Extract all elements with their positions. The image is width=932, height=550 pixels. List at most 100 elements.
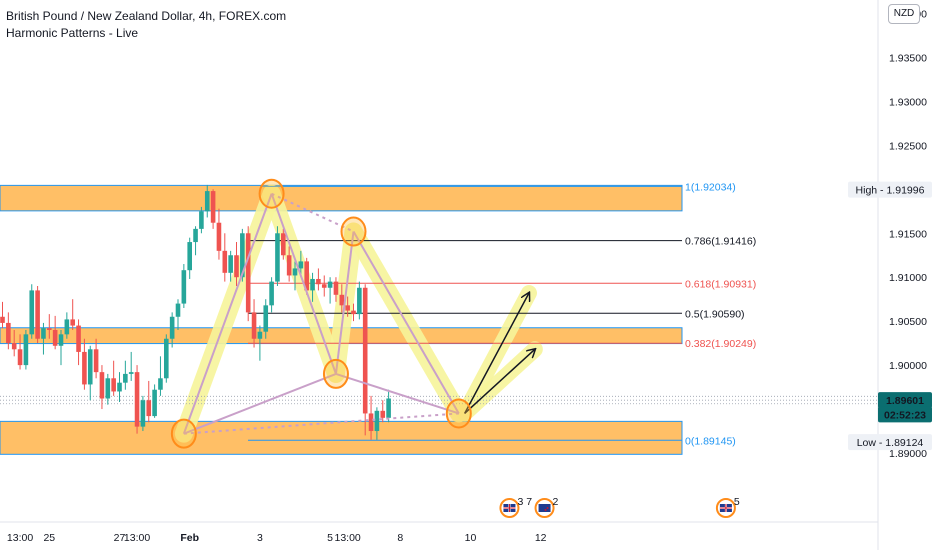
fib-level-label: 0.382(1.90249) xyxy=(685,338,756,350)
candle-body xyxy=(321,284,327,288)
candle-body xyxy=(251,312,257,339)
pattern-leg xyxy=(270,193,337,375)
candle-body xyxy=(316,278,321,285)
price-badge-bg xyxy=(878,406,932,423)
pattern-leg xyxy=(182,193,273,435)
symbol-title: British Pound / New Zealand Dollar, 4h, … xyxy=(6,9,287,23)
price-tick-label: 1.91000 xyxy=(889,272,927,284)
candle-body xyxy=(240,233,245,278)
candle-body xyxy=(105,378,111,399)
candles xyxy=(0,184,391,440)
candle-body xyxy=(158,378,163,390)
fib-level-label: 1(1.92034) xyxy=(685,181,736,193)
price-tick-label: 1.90000 xyxy=(889,360,927,372)
price-badge-bg xyxy=(848,434,932,451)
time-tick-label: 13:00 xyxy=(124,532,150,544)
price-tick-label: 1.90500 xyxy=(889,316,927,328)
pattern-lines xyxy=(182,192,460,435)
time-tick-label: 5 xyxy=(327,532,333,544)
support-resistance-zone xyxy=(0,184,683,212)
candle-body xyxy=(298,261,304,269)
candle-body xyxy=(374,410,380,432)
pattern-leg xyxy=(271,192,354,233)
candle-body xyxy=(357,287,362,315)
candle-body xyxy=(99,372,105,399)
candle-body xyxy=(117,382,122,392)
time-tick-label: 10 xyxy=(465,532,477,544)
candle-body xyxy=(41,328,46,339)
projection-arrow xyxy=(464,349,535,414)
candle-body xyxy=(52,329,58,346)
fib-level-label: 0.618(1.90931) xyxy=(685,278,756,290)
time-tick-label: 27 xyxy=(114,532,126,544)
candle-body xyxy=(35,290,40,339)
candle-body xyxy=(82,351,87,385)
candle-body xyxy=(234,255,239,278)
nz-flag-icon xyxy=(538,504,551,512)
chart-header: British Pound / New Zealand Dollar, 4h, … xyxy=(6,8,286,42)
fib-level-label: 0.786(1.91416) xyxy=(685,236,756,248)
pattern-leg xyxy=(352,231,460,414)
candle-body xyxy=(204,191,210,212)
candle-body xyxy=(327,281,333,288)
candle-body xyxy=(199,211,204,229)
event-count: 5 xyxy=(734,496,740,508)
candle-body xyxy=(193,228,198,243)
candle-body xyxy=(123,373,128,383)
time-tick-label: 3 xyxy=(257,532,263,544)
candle-body xyxy=(0,316,5,323)
candle-body xyxy=(87,349,93,385)
fib-level-label: 0.5(1.90590) xyxy=(685,308,745,320)
candle-body xyxy=(93,349,99,373)
candle-body xyxy=(345,305,350,311)
candle-body xyxy=(228,255,233,273)
candle-body xyxy=(17,349,23,366)
candle-body xyxy=(23,334,29,366)
event-count: 3 7 xyxy=(517,496,532,508)
time-tick-label: Feb xyxy=(180,532,199,544)
candle-body xyxy=(245,233,251,313)
price-badge-bg xyxy=(878,392,932,409)
candle-body xyxy=(286,255,292,276)
candle-body xyxy=(181,270,187,304)
candle-body xyxy=(263,305,269,332)
currency-button[interactable]: NZD xyxy=(888,4,920,24)
pivot-marker xyxy=(258,178,285,209)
price-tick-label: 1.93500 xyxy=(889,52,927,64)
candle-body xyxy=(64,319,70,335)
candle-body xyxy=(222,250,228,273)
candle-body xyxy=(58,334,64,346)
candle-body xyxy=(164,338,169,379)
candle-body xyxy=(304,261,309,291)
price-badge-bg xyxy=(848,181,932,198)
candle-body xyxy=(362,287,368,414)
price-tick-label: 1.91500 xyxy=(889,228,927,240)
price-tick-label: 1.89000 xyxy=(889,448,927,460)
pattern-leg xyxy=(335,372,460,415)
pivot-marker xyxy=(445,398,472,429)
support-resistance-zone xyxy=(0,420,683,455)
pivot-marker xyxy=(170,418,197,449)
candle-body xyxy=(292,268,298,276)
price-badge: High - 1.91996 xyxy=(856,185,925,197)
time-tick-label: 13:00 xyxy=(335,532,361,544)
candle-body xyxy=(76,325,81,352)
candle-body xyxy=(128,372,134,374)
candle-body xyxy=(257,331,263,339)
candle-body xyxy=(187,242,192,271)
candle-body xyxy=(152,389,157,417)
candle-body xyxy=(29,290,35,335)
candle-body xyxy=(6,322,11,344)
candle-body xyxy=(169,316,175,339)
candle-body xyxy=(281,233,286,256)
candle-body xyxy=(140,400,146,427)
candle-body xyxy=(386,398,391,418)
candle-body xyxy=(111,378,116,392)
price-badge: Low - 1.89124 xyxy=(857,437,924,449)
candle-body xyxy=(275,233,280,282)
pattern-leg xyxy=(183,372,337,435)
price-tick-label: 1.93000 xyxy=(889,96,927,108)
candle-body xyxy=(47,328,52,330)
candle-body xyxy=(351,310,356,315)
